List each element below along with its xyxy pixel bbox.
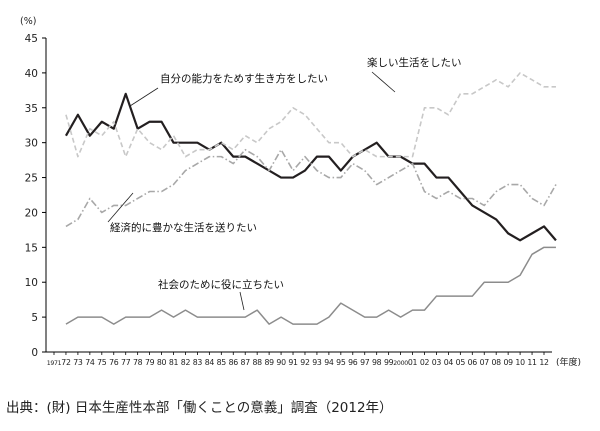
x-tick-label: 80 (157, 358, 167, 367)
series-line-1 (64, 92, 557, 242)
y-tick-label: 15 (25, 242, 38, 254)
x-tick-label: 02 (420, 358, 430, 367)
source-note: 出典：(財) 日本生産性本部「働くことの意義」調査（2012年） (6, 400, 393, 416)
x-tick-label: 74 (85, 358, 95, 367)
y-tick-label: 40 (25, 68, 38, 80)
y-tick-label: 10 (25, 277, 38, 289)
x-tick-label: 73 (73, 358, 83, 367)
x-tick-label: 94 (324, 358, 334, 367)
x-tick-label: 82 (181, 358, 191, 367)
y-tick-label: 30 (25, 138, 38, 150)
annotation-label-1: 自分の能力をためす生き方をしたい (160, 72, 328, 85)
x-tick-label: 05 (456, 358, 466, 367)
x-tick-label: 76 (109, 358, 119, 367)
x-tick-label: 89 (264, 358, 274, 367)
x-tick-label: 90 (276, 358, 286, 367)
x-tick-label: 96 (348, 358, 358, 367)
x-tick-label: 1971 (47, 360, 62, 367)
x-tick-label: 04 (444, 358, 454, 367)
series-line-4 (65, 246, 556, 325)
x-tick-label: 77 (121, 358, 131, 367)
annotation-leader-1 (129, 87, 159, 107)
x-tick-label: 93 (312, 358, 322, 367)
y-tick-label: 35 (25, 103, 38, 115)
x-tick-label: 91 (288, 358, 298, 367)
series-layer (64, 72, 557, 325)
x-tick-label: 10 (515, 358, 525, 367)
annotation-label-4: 社会のために役に立ちたい (158, 278, 284, 291)
y-tick-label: 0 (31, 347, 38, 359)
x-tick-label: 75 (97, 358, 107, 367)
x-tick-label: 85 (217, 358, 227, 367)
x-tick-label: 09 (503, 358, 513, 367)
y-tick-label: 45 (25, 33, 38, 45)
x-tick-label: 83 (193, 358, 203, 367)
y-tick-label: 20 (25, 207, 38, 219)
x-tick-label: 07 (480, 358, 490, 367)
x-tick-label: 12 (539, 358, 549, 367)
series-line-2 (65, 72, 556, 158)
x-tick-label: 08 (492, 358, 502, 367)
x-tick-label: 06 (468, 358, 478, 367)
x-tick-label: 11 (527, 358, 537, 367)
annotation-label-2: 楽しい生活をしたい (367, 56, 462, 69)
x-tick-label: 92 (300, 358, 310, 367)
annotation-leader-4 (239, 291, 245, 311)
x-tick-label: 95 (336, 358, 346, 367)
annotation-leader-3 (107, 192, 134, 223)
x-tick-label: 03 (432, 358, 442, 367)
y-tick-label: 5 (31, 312, 38, 324)
x-tick-label: 88 (253, 358, 263, 367)
annotation-leader-2 (371, 71, 396, 93)
x-tick-label: 86 (229, 358, 239, 367)
x-tick-label: 81 (169, 358, 179, 367)
annotation-layer: 自分の能力をためす生き方をしたい 楽しい生活をしたい経済的に豊かな生活を送りたい社… (107, 56, 462, 311)
x-tick-label: 78 (133, 358, 143, 367)
x-tick-label: 01 (408, 358, 418, 367)
series-line-3 (65, 148, 557, 228)
x-tick-label: 79 (145, 358, 155, 367)
x-tick-label: 2000 (393, 360, 408, 367)
x-tick-label: 99 (384, 358, 394, 367)
x-tick-label: 98 (372, 358, 382, 367)
x-tick-label: 84 (205, 358, 215, 367)
x-axis-unit: (年度) (556, 356, 581, 368)
x-tick-label: 72 (61, 358, 71, 367)
y-tick-label: 25 (25, 173, 38, 185)
annotation-label-3: 経済的に豊かな生活を送りたい (110, 221, 257, 234)
x-tick-label: 97 (360, 358, 370, 367)
x-tick-label: 87 (241, 358, 251, 367)
y-axis-unit: (%) (20, 16, 36, 27)
